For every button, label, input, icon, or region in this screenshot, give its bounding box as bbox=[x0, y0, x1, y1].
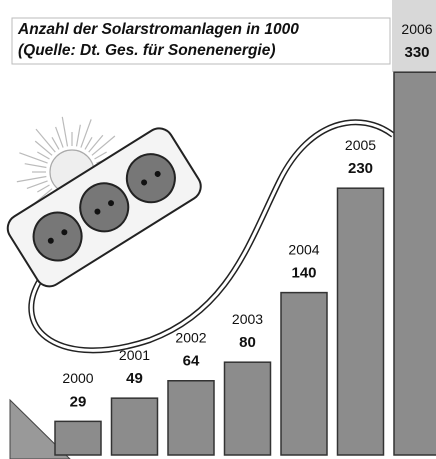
bar bbox=[338, 188, 384, 455]
value-label: 49 bbox=[126, 370, 143, 387]
x-tick-label: 2001 bbox=[119, 347, 150, 363]
bar bbox=[168, 381, 214, 455]
x-tick-label: 2003 bbox=[232, 311, 263, 327]
value-label: 330 bbox=[404, 44, 429, 61]
x-tick-label: 2000 bbox=[62, 370, 93, 386]
bar bbox=[394, 72, 436, 455]
value-label: 64 bbox=[183, 353, 200, 370]
chart: Anzahl der Solarstromanlagen in 1000 (Qu… bbox=[0, 0, 436, 459]
x-tick-label: 2004 bbox=[288, 241, 319, 257]
bar bbox=[112, 398, 158, 455]
bar bbox=[55, 421, 101, 455]
x-tick-label: 2002 bbox=[175, 329, 206, 345]
value-label: 80 bbox=[239, 334, 256, 351]
x-tick-label: 2006 bbox=[401, 21, 432, 37]
chart-title: Anzahl der Solarstromanlagen in 1000 bbox=[17, 21, 299, 38]
x-tick-label: 2005 bbox=[345, 137, 376, 153]
bar bbox=[225, 362, 271, 455]
value-label: 230 bbox=[348, 160, 373, 177]
value-label: 140 bbox=[291, 265, 316, 282]
value-label: 29 bbox=[70, 393, 87, 410]
chart-subtitle: (Quelle: Dt. Ges. für Sonenenergie) bbox=[18, 42, 276, 59]
bar bbox=[281, 293, 327, 455]
